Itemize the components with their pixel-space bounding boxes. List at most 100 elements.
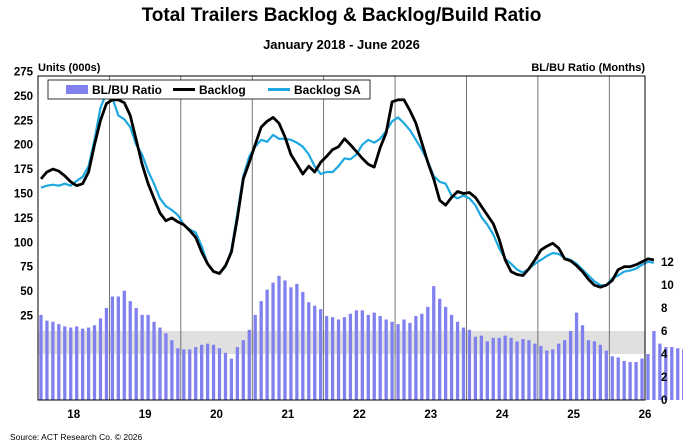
ratio-bar bbox=[51, 321, 55, 400]
ratio-bar bbox=[610, 356, 614, 400]
ratio-bar bbox=[473, 336, 478, 400]
ratio-bar bbox=[247, 329, 251, 400]
ratio-bar bbox=[622, 360, 626, 400]
ratio-bar bbox=[134, 308, 138, 400]
ratio-bar bbox=[164, 333, 168, 400]
ratio-bar bbox=[122, 290, 126, 400]
ratio-bar bbox=[652, 331, 656, 400]
ratio-bar bbox=[438, 298, 442, 400]
ratio-bar bbox=[586, 340, 591, 400]
ratio-bar bbox=[69, 327, 73, 400]
ratio-bar bbox=[110, 296, 115, 400]
ratio-bar bbox=[509, 337, 513, 400]
ratio-bar bbox=[336, 319, 341, 400]
ratio-bar bbox=[485, 341, 489, 400]
ratio-bar bbox=[271, 282, 275, 400]
ratio-bar bbox=[217, 348, 222, 400]
ratio-bar bbox=[372, 312, 376, 400]
ratio-bar bbox=[235, 347, 239, 400]
ratio-bar bbox=[545, 350, 549, 400]
ratio-bar bbox=[182, 349, 186, 400]
x-tick-label: 23 bbox=[424, 409, 437, 421]
ratio-bar bbox=[497, 337, 501, 400]
ratio-bar bbox=[200, 344, 204, 400]
backlog-lines-group bbox=[39, 91, 655, 289]
ratio-bar bbox=[676, 348, 680, 400]
right-tick-label: 10 bbox=[661, 280, 674, 292]
backlog-line bbox=[39, 98, 655, 289]
right-tick-label: 12 bbox=[661, 257, 674, 269]
legend-label-backlog-sa: Backlog SA bbox=[294, 83, 361, 97]
chart-title: Total Trailers Backlog & Backlog/Build R… bbox=[142, 5, 542, 26]
left-tick-label: 250 bbox=[14, 91, 33, 103]
ratio-bar bbox=[324, 316, 329, 400]
x-tick-label: 20 bbox=[210, 409, 223, 421]
ratio-bar bbox=[75, 326, 79, 400]
ratio-bar bbox=[301, 291, 305, 400]
ratio-bar bbox=[521, 339, 525, 400]
ratio-bar bbox=[354, 310, 359, 400]
legend-box bbox=[47, 79, 371, 100]
ratio-bar bbox=[360, 310, 364, 400]
left-axis-label: Units (000s) bbox=[38, 62, 101, 74]
ratio-bar bbox=[277, 275, 281, 400]
ratio-bar bbox=[628, 362, 632, 400]
ratio-bar bbox=[176, 348, 180, 400]
right-axis-label: BL/BU Ratio (Months) bbox=[531, 62, 645, 74]
x-tick-label: 26 bbox=[639, 409, 652, 421]
ratio-bar bbox=[539, 345, 543, 400]
ratio-bar bbox=[170, 340, 174, 400]
chart-subtitle: January 2018 - June 2026 bbox=[263, 37, 420, 52]
ratio-bar bbox=[188, 349, 192, 400]
ratio-bar bbox=[557, 343, 561, 400]
right-tick-label: 6 bbox=[661, 326, 667, 338]
left-tick-label: 150 bbox=[14, 189, 33, 201]
ratio-bars-group bbox=[39, 275, 683, 400]
ratio-bar bbox=[313, 305, 317, 400]
ratio-bar bbox=[515, 341, 519, 400]
ratio-bar bbox=[366, 314, 370, 400]
ratio-bar bbox=[461, 327, 466, 400]
ratio-bar bbox=[330, 317, 335, 400]
left-tick-label: 275 bbox=[14, 67, 34, 79]
right-tick-label: 2 bbox=[661, 372, 667, 384]
ratio-bar bbox=[634, 362, 638, 400]
legend: BL/BU Ratio Backlog Backlog SA bbox=[47, 79, 371, 100]
x-tick-label: 21 bbox=[282, 409, 295, 421]
ratio-bar bbox=[289, 287, 293, 400]
left-tick-label: 175 bbox=[14, 164, 34, 176]
ratio-bar bbox=[146, 314, 150, 400]
year-gridlines-group bbox=[109, 76, 610, 400]
ratio-bar bbox=[98, 318, 103, 400]
ratio-bar bbox=[491, 337, 495, 400]
ratio-bar bbox=[533, 343, 537, 400]
ratio-bar bbox=[574, 312, 579, 400]
ratio-bar bbox=[503, 335, 507, 400]
ratio-bar bbox=[408, 322, 412, 400]
ratio-bar bbox=[241, 340, 245, 400]
ratio-bar bbox=[140, 314, 144, 400]
ratio-bar bbox=[467, 329, 472, 400]
ratio-bar bbox=[348, 313, 353, 400]
ratio-bar bbox=[104, 308, 109, 400]
ratio-bar bbox=[598, 344, 603, 400]
ratio-bar bbox=[449, 314, 454, 400]
ratio-bar bbox=[116, 296, 120, 400]
ratio-bar bbox=[604, 350, 608, 400]
ratio-bar bbox=[45, 320, 49, 400]
ratio-bar bbox=[80, 328, 85, 400]
ratio-bar bbox=[223, 352, 228, 400]
ratio-bar bbox=[580, 325, 585, 400]
ratio-bar bbox=[92, 325, 97, 400]
ratio-bar bbox=[295, 283, 299, 400]
ratio-bar bbox=[86, 327, 91, 400]
ratio-bar bbox=[444, 306, 448, 400]
legend-label-ratio: BL/BU Ratio bbox=[92, 83, 162, 97]
x-tick-label: 18 bbox=[67, 409, 80, 421]
ratio-bar bbox=[568, 331, 573, 400]
x-tick-label: 25 bbox=[567, 409, 580, 421]
legend-swatch-ratio bbox=[66, 85, 88, 94]
ratio-bar bbox=[229, 358, 234, 400]
x-tick-label: 24 bbox=[496, 409, 509, 421]
